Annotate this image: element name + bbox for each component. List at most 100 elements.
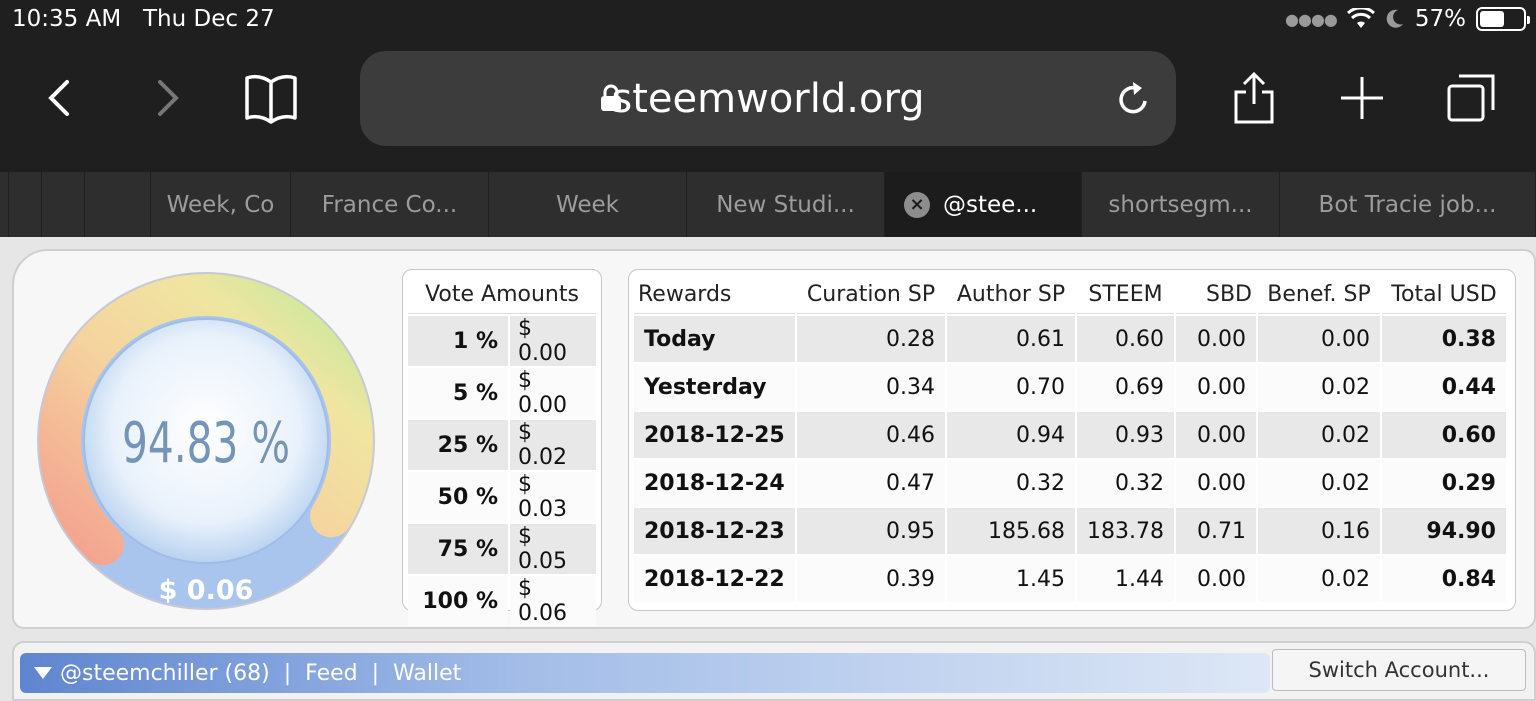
rewards-row: 2018-12-24 0.47 0.32 0.32 0.00 0.02 0.29 [634, 460, 1506, 506]
vote-amounts-panel: Vote Amounts 1 % $ 0.00 5 % $ 0.00 25 % $ 0.0… [402, 269, 602, 626]
tab[interactable] [9, 172, 42, 237]
rewards-value: 0.71 [1175, 508, 1256, 554]
rewards-value: 0.02 [1257, 412, 1380, 458]
rewards-row-label: 2018-12-22 [634, 556, 795, 602]
account-name-link[interactable]: @steemchiller (68) [60, 660, 270, 686]
wallet-link[interactable]: Wallet [393, 660, 462, 686]
rewards-total-usd: 0.29 [1381, 460, 1506, 506]
rewards-total-usd: 0.44 [1381, 364, 1506, 410]
tab-label: France Co... [321, 191, 458, 218]
rewards-value: 0.00 [1175, 316, 1256, 362]
rewards-value: 0.93 [1077, 412, 1174, 458]
tab[interactable]: shortsegm... [1082, 172, 1280, 237]
feed-link[interactable]: Feed [305, 660, 358, 686]
tabs-overview-icon[interactable] [1441, 68, 1501, 128]
rewards-row: Yesterday 0.34 0.70 0.69 0.00 0.02 0.44 [634, 364, 1506, 410]
gauge-inner-face [83, 318, 329, 564]
rewards-value: 0.32 [947, 460, 1075, 506]
rewards-value: 1.45 [947, 556, 1075, 602]
rewards-value: 0.02 [1257, 556, 1380, 602]
rewards-panel: Rewards Curation SP Author SP STEEM SBD Benef… [628, 269, 1516, 611]
rewards-value: 0.32 [1077, 460, 1174, 506]
gauge-arc [39, 273, 374, 566]
vote-amount: $ 0.03 [510, 472, 596, 522]
vote-amount: $ 0.02 [510, 420, 596, 470]
vote-percent: 5 % [408, 368, 508, 418]
vote-amount-row: 5 % $ 0.00 [408, 368, 596, 418]
vote-amount-row: 50 % $ 0.03 [408, 472, 596, 522]
forward-icon[interactable] [137, 68, 197, 128]
bookmarks-icon[interactable] [241, 68, 301, 128]
rewards-row: 2018-12-23 0.95 185.68 183.78 0.71 0.16 94.90 [634, 508, 1506, 554]
rewards-value: 0.94 [947, 412, 1075, 458]
rewards-column-header: SBD [1175, 276, 1256, 314]
rewards-value: 0.39 [797, 556, 945, 602]
vote-percent: 1 % [408, 316, 508, 366]
battery-fill [1480, 11, 1504, 27]
vote-value: $ 0.06 [159, 575, 254, 606]
page-content: 94.83 % $ 0.06 Vote Amounts 1 % $ 0.00 5 %… [0, 237, 1536, 701]
rewards-value: 0.02 [1257, 460, 1380, 506]
reload-icon[interactable] [1116, 79, 1152, 119]
rewards-value: 0.02 [1257, 364, 1380, 410]
rewards-row: Today 0.28 0.61 0.60 0.00 0.00 0.38 [634, 316, 1506, 362]
voting-power-percent: 94.83 % [122, 411, 290, 476]
back-icon[interactable] [30, 68, 90, 128]
url-text: steemworld.org [611, 76, 925, 122]
tab-bar: Week, Co France Co... Week New Studi... × @st… [0, 172, 1536, 237]
vote-amount-row: 25 % $ 0.02 [408, 420, 596, 470]
new-tab-icon[interactable] [1332, 68, 1392, 128]
vote-amount-row: 1 % $ 0.00 [408, 316, 596, 366]
rewards-column-header: Author SP [947, 276, 1075, 314]
tab[interactable] [0, 172, 9, 237]
rewards-value: 0.47 [797, 460, 945, 506]
rewards-value: 0.69 [1077, 364, 1174, 410]
tab[interactable]: Week [489, 172, 687, 237]
close-tab-icon[interactable]: × [904, 192, 930, 218]
rewards-column-header: Benef. SP [1257, 276, 1380, 314]
rewards-row-label: 2018-12-23 [634, 508, 795, 554]
rewards-value: 0.60 [1077, 316, 1174, 362]
rewards-column-header: Total USD [1381, 276, 1506, 314]
tab[interactable] [42, 172, 85, 237]
rewards-value: 0.46 [797, 412, 945, 458]
switch-account-button[interactable]: Switch Account... [1272, 649, 1526, 691]
tab[interactable]: Week, Co [151, 172, 291, 237]
separator: | [371, 660, 380, 686]
moon-icon [1386, 9, 1403, 28]
address-bar[interactable]: steemworld.org [360, 51, 1176, 146]
collapse-triangle-icon[interactable] [34, 667, 52, 679]
tab[interactable] [85, 172, 151, 237]
share-icon[interactable] [1224, 68, 1284, 128]
status-right: ●●●● 57% [1285, 6, 1530, 32]
battery-icon [1476, 7, 1530, 31]
rewards-row-label: Yesterday [634, 364, 795, 410]
rewards-column-header: STEEM [1077, 276, 1174, 314]
rewards-value: 185.68 [947, 508, 1075, 554]
tab-label: @stee... [943, 191, 1038, 218]
rewards-row: 2018-12-22 0.39 1.45 1.44 0.00 0.02 0.84 [634, 556, 1506, 602]
tab[interactable]: New Studi... [687, 172, 885, 237]
rewards-value: 0.00 [1175, 364, 1256, 410]
account-strip: @steemchiller (68) | Feed | Wallet [20, 653, 1270, 693]
vote-amounts-header: Vote Amounts [408, 276, 596, 314]
wifi-icon [1346, 8, 1375, 28]
voting-power-card: 94.83 % $ 0.06 Vote Amounts 1 % $ 0.00 5 %… [12, 249, 1536, 629]
rewards-value: 0.00 [1175, 460, 1256, 506]
rewards-value: 0.70 [947, 364, 1075, 410]
tab[interactable]: Bot Tracie job... [1280, 172, 1536, 237]
tab-label: Week, Co [166, 191, 275, 218]
rewards-value: 0.95 [797, 508, 945, 554]
tab-label: Bot Tracie job... [1318, 191, 1497, 218]
vote-amount: $ 0.06 [510, 576, 596, 626]
vote-percent: 50 % [408, 472, 508, 522]
tab[interactable]: France Co... [291, 172, 489, 237]
vote-percent: 75 % [408, 524, 508, 574]
account-bar: @steemchiller (68) | Feed | Wallet Switc… [12, 641, 1536, 701]
tab-active[interactable]: × @stee... [885, 172, 1082, 237]
rewards-value: 0.00 [1175, 412, 1256, 458]
cellular-signal-icon: ●●●● [1285, 9, 1338, 29]
rewards-total-usd: 0.38 [1381, 316, 1506, 362]
rewards-column-header: Rewards [634, 276, 795, 314]
status-time: 10:35 AM [12, 6, 122, 32]
